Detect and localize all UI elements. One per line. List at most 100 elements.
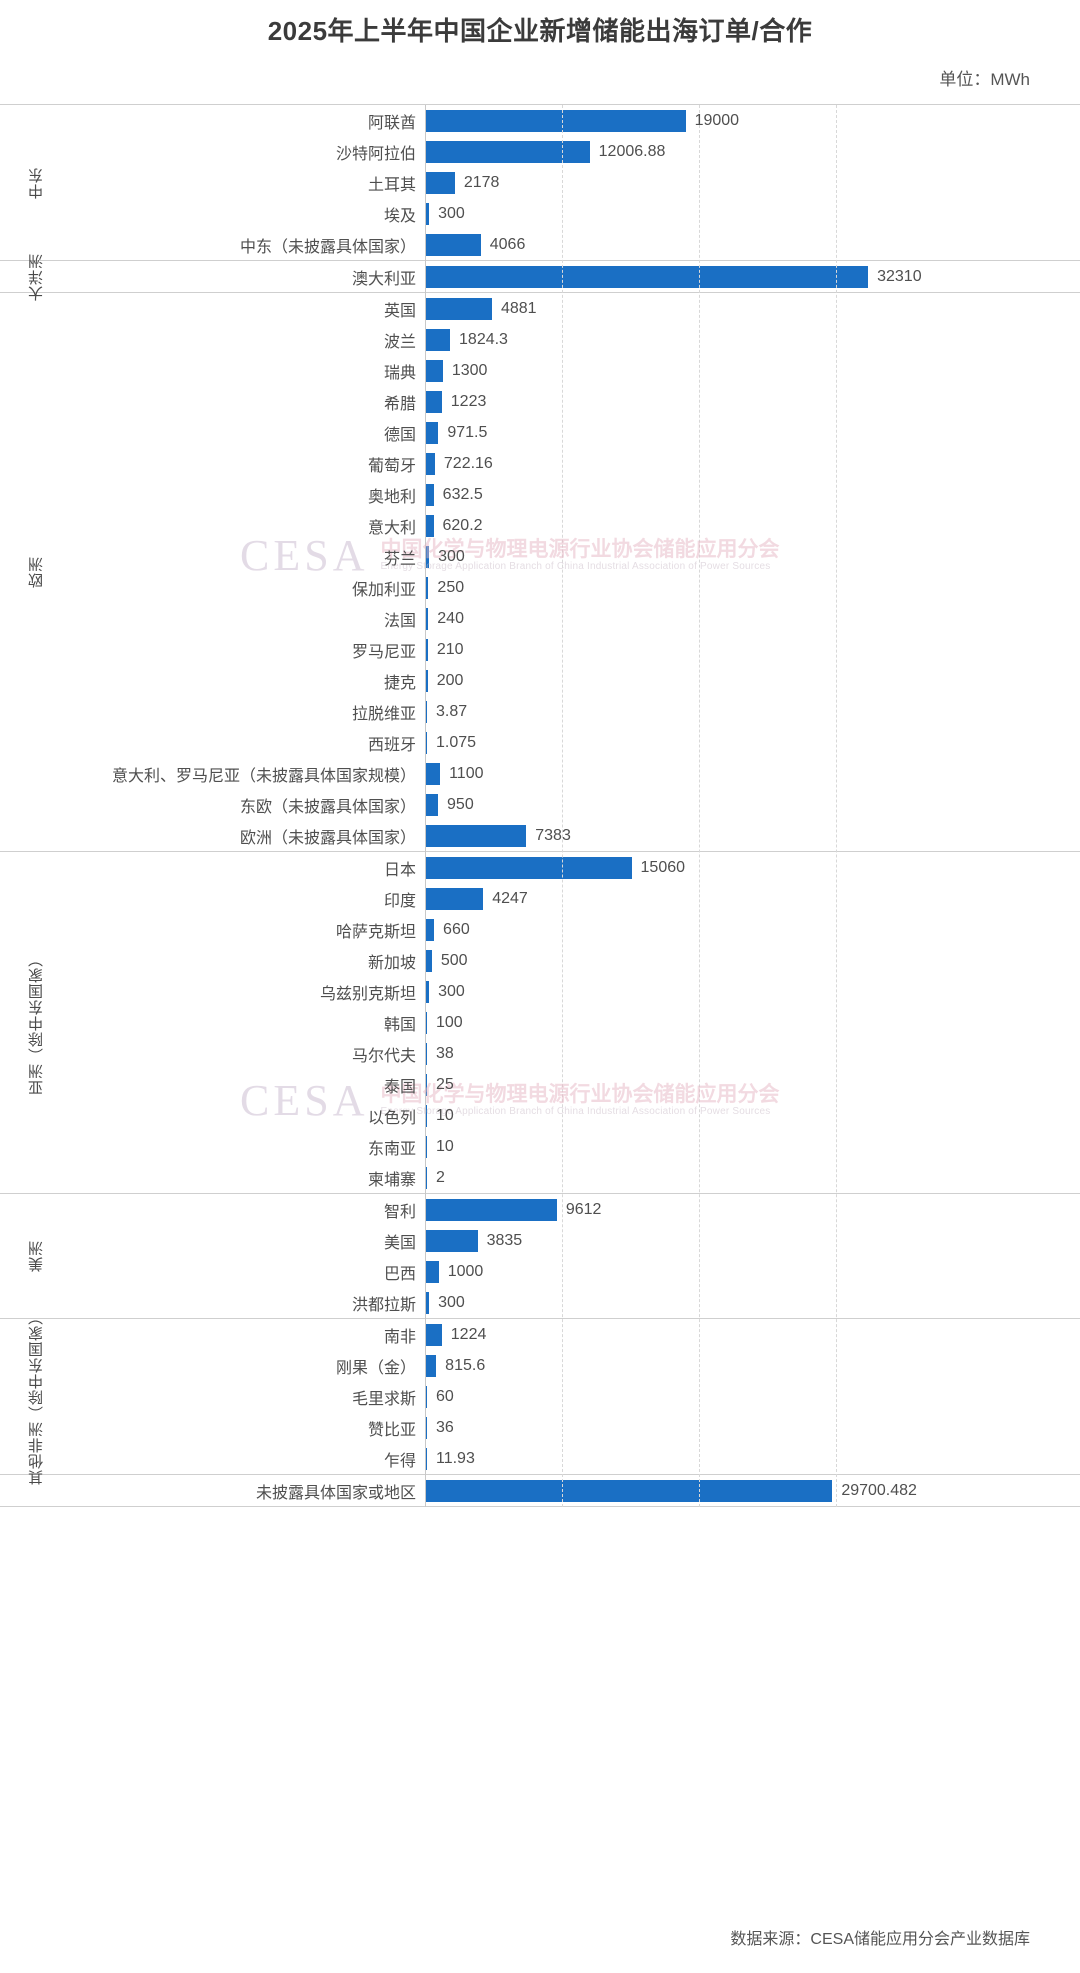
bar[interactable] bbox=[425, 452, 435, 475]
bar[interactable] bbox=[425, 824, 527, 847]
bar-row[interactable]: 美国 3835 bbox=[0, 1225, 1080, 1256]
bar[interactable] bbox=[425, 607, 429, 630]
bar-row[interactable]: 沙特阿拉伯 12006.88 bbox=[0, 136, 1080, 167]
bar-track: 210 bbox=[425, 634, 1080, 665]
bar[interactable] bbox=[425, 1166, 427, 1189]
bar[interactable] bbox=[425, 638, 428, 661]
bar-row[interactable]: 德国 971.5 bbox=[0, 417, 1080, 448]
bar[interactable] bbox=[425, 700, 427, 723]
bar[interactable] bbox=[425, 1447, 427, 1470]
bar[interactable] bbox=[425, 856, 632, 879]
bar[interactable] bbox=[425, 793, 439, 816]
bar-row[interactable]: 捷克 200 bbox=[0, 665, 1080, 696]
bar-row[interactable]: 罗马尼亚 210 bbox=[0, 634, 1080, 665]
bar[interactable] bbox=[425, 140, 590, 163]
bar[interactable] bbox=[425, 1354, 437, 1377]
bar-category-label: 意大利、罗马尼亚（未披露具体国家规模） bbox=[111, 767, 416, 785]
bar[interactable] bbox=[425, 514, 434, 537]
bar-row[interactable]: 澳大利亚 32310 bbox=[0, 261, 1080, 292]
bar[interactable] bbox=[425, 949, 432, 972]
bar[interactable] bbox=[425, 1323, 442, 1346]
bar-row[interactable]: 以色列 10 bbox=[0, 1100, 1080, 1131]
bar[interactable] bbox=[425, 576, 429, 599]
bar-row[interactable]: 毛里求斯 60 bbox=[0, 1381, 1080, 1412]
bar-row[interactable]: 未披露具体国家或地区 29700.482 bbox=[0, 1475, 1080, 1506]
bar-track: 300 bbox=[425, 976, 1080, 1007]
bar-row[interactable]: 泰国 25 bbox=[0, 1069, 1080, 1100]
bar[interactable] bbox=[425, 297, 492, 320]
bar-row[interactable]: 土耳其 2178 bbox=[0, 167, 1080, 198]
bar[interactable] bbox=[425, 1198, 557, 1221]
bar-row[interactable]: 乍得 11.93 bbox=[0, 1443, 1080, 1474]
bar[interactable] bbox=[425, 390, 442, 413]
bar[interactable] bbox=[425, 1104, 427, 1127]
bar-value-label: 1100 bbox=[449, 764, 484, 782]
bar-row[interactable]: 马尔代夫 38 bbox=[0, 1038, 1080, 1069]
bar[interactable] bbox=[425, 669, 428, 692]
bar-row[interactable]: 中东（未披露具体国家） 4066 bbox=[0, 229, 1080, 260]
bar-row[interactable]: 东欧（未披露具体国家） 950 bbox=[0, 789, 1080, 820]
bar-value-label: 38 bbox=[436, 1044, 454, 1062]
bar-row[interactable]: 芬兰 300 bbox=[0, 541, 1080, 572]
bar[interactable] bbox=[425, 202, 430, 225]
bar-row[interactable]: 洪都拉斯 300 bbox=[0, 1287, 1080, 1318]
bar[interactable] bbox=[425, 1229, 478, 1252]
bar-row[interactable]: 刚果（金） 815.6 bbox=[0, 1350, 1080, 1381]
bar[interactable] bbox=[425, 233, 481, 256]
bar-row[interactable]: 新加坡 500 bbox=[0, 945, 1080, 976]
bar-value-label: 10 bbox=[436, 1106, 454, 1124]
bar[interactable] bbox=[425, 918, 435, 941]
bar-row[interactable]: 欧洲（未披露具体国家） 7383 bbox=[0, 820, 1080, 851]
bar[interactable] bbox=[425, 1291, 430, 1314]
bar[interactable] bbox=[425, 109, 686, 132]
bar-row[interactable]: 日本 15060 bbox=[0, 852, 1080, 883]
bar-row[interactable]: 乌兹别克斯坦 300 bbox=[0, 976, 1080, 1007]
bar-row[interactable]: 南非 1224 bbox=[0, 1319, 1080, 1350]
bar[interactable] bbox=[425, 545, 430, 568]
bar[interactable] bbox=[425, 328, 451, 351]
bar[interactable] bbox=[425, 1042, 427, 1065]
bar-category-label: 瑞典 bbox=[383, 364, 416, 382]
bar-row[interactable]: 韩国 100 bbox=[0, 1007, 1080, 1038]
bar[interactable] bbox=[425, 1479, 833, 1502]
bar[interactable] bbox=[425, 980, 430, 1003]
bar-row[interactable]: 拉脱维亚 3.87 bbox=[0, 696, 1080, 727]
bar-row[interactable]: 东南亚 10 bbox=[0, 1131, 1080, 1162]
bar-rows: 澳大利亚 32310 bbox=[0, 261, 1080, 292]
bar-row[interactable]: 阿联酋 19000 bbox=[0, 105, 1080, 136]
bar[interactable] bbox=[425, 483, 434, 506]
bar[interactable] bbox=[425, 265, 869, 288]
bar-row[interactable]: 英国 4881 bbox=[0, 293, 1080, 324]
bar[interactable] bbox=[425, 171, 455, 194]
bar-row[interactable]: 巴西 1000 bbox=[0, 1256, 1080, 1287]
bar-row[interactable]: 西班牙 1.075 bbox=[0, 727, 1080, 758]
bar-track: 620.2 bbox=[425, 510, 1080, 541]
bar[interactable] bbox=[425, 1260, 439, 1283]
bar-row[interactable]: 赞比亚 36 bbox=[0, 1412, 1080, 1443]
bar[interactable] bbox=[425, 1385, 427, 1408]
bar[interactable] bbox=[425, 1135, 427, 1158]
bar[interactable] bbox=[425, 762, 441, 785]
bar-row[interactable]: 意大利 620.2 bbox=[0, 510, 1080, 541]
bar-row[interactable]: 埃及 300 bbox=[0, 198, 1080, 229]
bar[interactable] bbox=[425, 887, 484, 910]
bar-row[interactable]: 波兰 1824.3 bbox=[0, 324, 1080, 355]
bar-category-label: 柬埔寨 bbox=[367, 1171, 416, 1189]
bar-row[interactable]: 瑞典 1300 bbox=[0, 355, 1080, 386]
bar[interactable] bbox=[425, 421, 439, 444]
bar[interactable] bbox=[425, 359, 443, 382]
bar-row[interactable]: 保加利亚 250 bbox=[0, 572, 1080, 603]
bar-row[interactable]: 柬埔寨 2 bbox=[0, 1162, 1080, 1193]
bar[interactable] bbox=[425, 1011, 427, 1034]
bar-row[interactable]: 意大利、罗马尼亚（未披露具体国家规模） 1100 bbox=[0, 758, 1080, 789]
bar-row[interactable]: 智利 9612 bbox=[0, 1194, 1080, 1225]
bar-row[interactable]: 希腊 1223 bbox=[0, 386, 1080, 417]
bar-row[interactable]: 哈萨克斯坦 660 bbox=[0, 914, 1080, 945]
bar[interactable] bbox=[425, 1416, 427, 1439]
bar-row[interactable]: 葡萄牙 722.16 bbox=[0, 448, 1080, 479]
bar-row[interactable]: 印度 4247 bbox=[0, 883, 1080, 914]
bar[interactable] bbox=[425, 1073, 427, 1096]
bar[interactable] bbox=[425, 731, 427, 754]
bar-row[interactable]: 奥地利 632.5 bbox=[0, 479, 1080, 510]
bar-row[interactable]: 法国 240 bbox=[0, 603, 1080, 634]
